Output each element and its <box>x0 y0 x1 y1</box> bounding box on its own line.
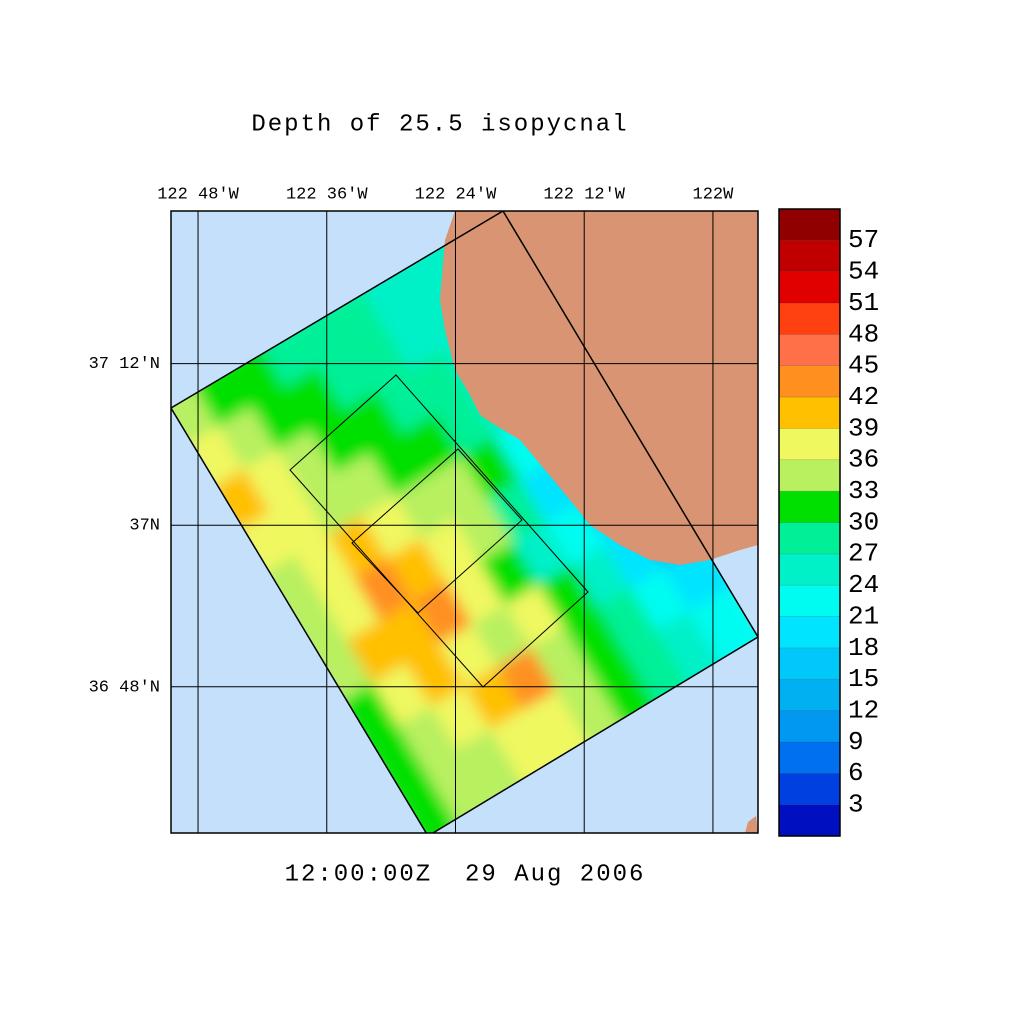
domain-outline <box>171 211 758 833</box>
colorbar-band <box>779 334 840 366</box>
colorbar-band <box>779 647 840 680</box>
colorbar-band <box>779 365 840 398</box>
colorbar-band <box>779 679 840 711</box>
colorbar-band <box>779 522 840 554</box>
colorbar-label: 18 <box>848 633 879 663</box>
colorbar-band <box>779 553 840 586</box>
colorbar-label: 27 <box>848 539 879 569</box>
colorbar-label: 30 <box>848 507 879 537</box>
colorbar-label: 36 <box>848 445 879 475</box>
chart-title: Depth of 25.5 isopycnal <box>251 111 628 138</box>
colorbar-label: 12 <box>848 695 879 725</box>
colorbar-label: 54 <box>848 257 879 287</box>
colorbar-label: 45 <box>848 351 879 381</box>
land <box>745 816 758 833</box>
nest-outline <box>351 448 523 614</box>
colorbar-label: 21 <box>848 601 879 631</box>
x-tick-label: 122 48'W <box>157 185 239 204</box>
x-tick-label: 122 24'W <box>415 185 497 204</box>
nest-outline <box>289 374 589 688</box>
colorbar-label: 39 <box>848 413 879 443</box>
x-tick-label: 122 36'W <box>286 185 368 204</box>
colorbar-band <box>779 710 840 742</box>
x-tick-label: 122 12'W <box>543 185 625 204</box>
colorbar-band <box>779 741 840 774</box>
colorbar-band <box>779 428 840 460</box>
y-tick-label: 37N <box>129 517 160 536</box>
plot-frame <box>170 210 759 834</box>
colorbar-label: 9 <box>848 727 864 757</box>
colorbar-band <box>779 397 840 429</box>
colorbar-frame <box>778 208 841 837</box>
colorbar-label: 48 <box>848 319 879 349</box>
colorbar-label: 6 <box>848 758 864 788</box>
x-tick-label: 122W <box>693 185 735 204</box>
colorbar-band <box>779 804 840 836</box>
colorbar-band <box>779 491 840 523</box>
land <box>440 211 758 565</box>
colorbar-label: 3 <box>848 790 864 820</box>
colorbar-band <box>779 616 840 648</box>
colorbar-band <box>779 585 840 617</box>
colorbar-band <box>779 209 840 241</box>
colorbar-label: 33 <box>848 476 879 506</box>
date-label: 12:00:00Z 29 Aug 2006 <box>285 861 646 888</box>
colorbar-band <box>779 459 840 492</box>
colorbar-band <box>779 240 840 272</box>
colorbar-label: 57 <box>848 225 879 255</box>
colorbar-label: 15 <box>848 664 879 694</box>
y-tick-label: 37 12'N <box>89 355 160 374</box>
colorbar-band <box>779 271 840 304</box>
y-tick-label: 36 48'N <box>89 678 160 697</box>
colorbar-band <box>779 773 840 805</box>
colorbar-label: 51 <box>848 288 879 318</box>
colorbar-label: 42 <box>848 382 879 412</box>
colorbar-label: 24 <box>848 570 879 600</box>
colorbar-band <box>779 303 840 335</box>
